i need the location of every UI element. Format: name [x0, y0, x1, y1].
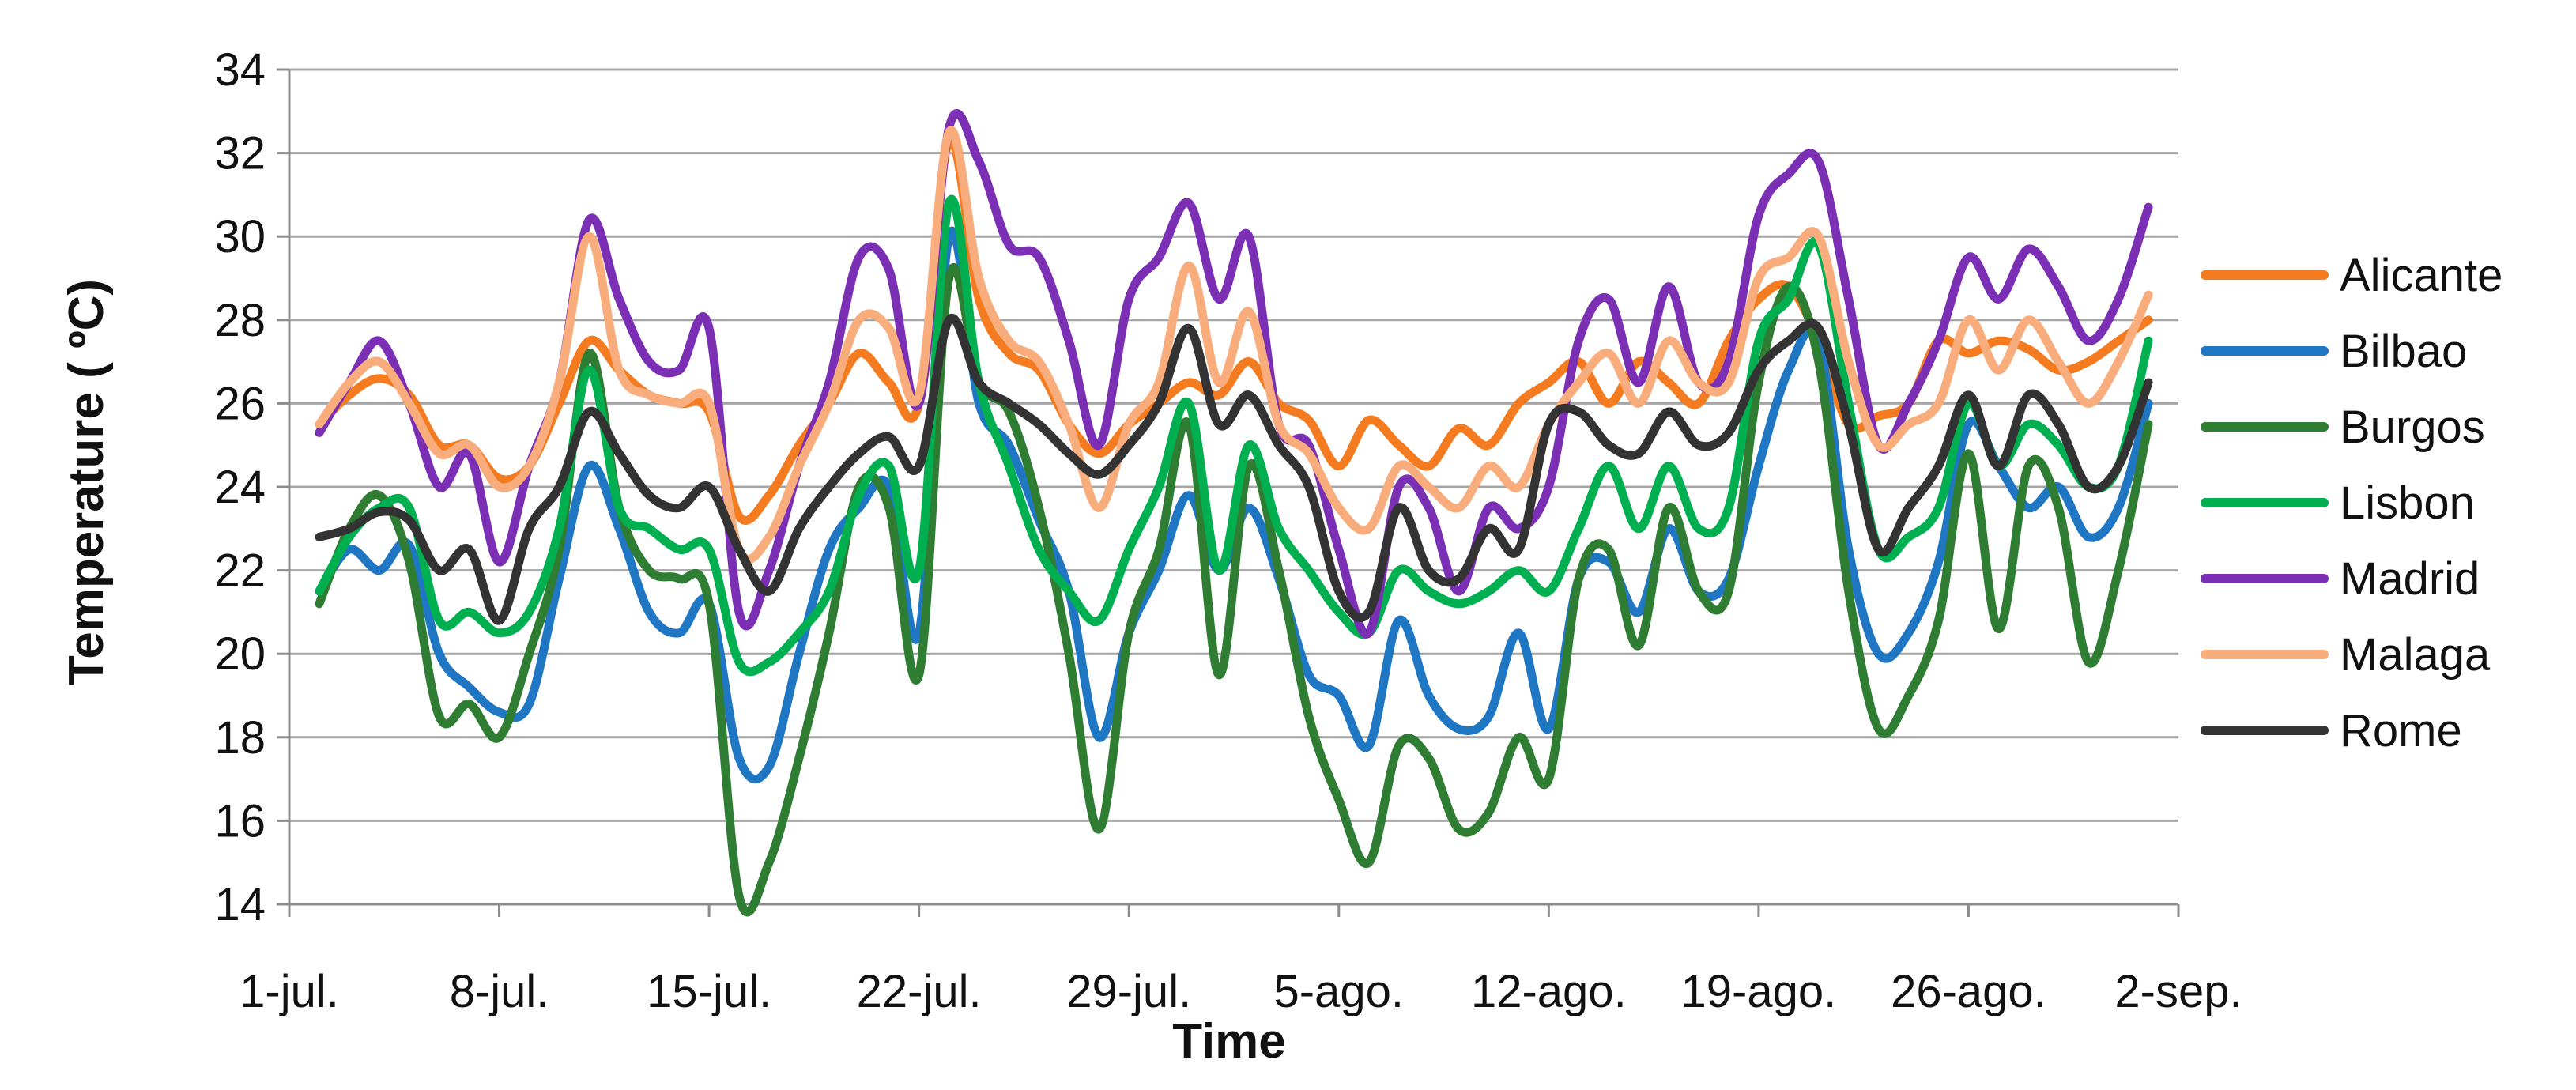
x-tick-label: 22-jul.	[857, 966, 982, 1017]
x-tick-label: 1-jul.	[239, 966, 339, 1017]
legend-label: Bilbao	[2340, 326, 2467, 377]
legend-item-lisbon: Lisbon	[2201, 477, 2475, 529]
y-tick-label: 34	[214, 44, 266, 96]
legend-item-rome: Rome	[2201, 705, 2462, 756]
x-tick-label: 12-ago.	[1471, 966, 1627, 1017]
x-tick-label: 29-jul.	[1066, 966, 1191, 1017]
legend-item-malaga: Malaga	[2201, 629, 2491, 681]
x-tick-label: 19-ago.	[1681, 966, 1837, 1017]
y-tick-label: 22	[214, 545, 266, 597]
x-tick-label: 8-jul.	[450, 966, 549, 1017]
y-axis-ticks: 14 16 18 20 22 24 26 28 30 32 34	[214, 44, 291, 930]
x-tick-label: 5-ago.	[1274, 966, 1404, 1017]
legend-label: Madrid	[2340, 553, 2480, 605]
x-axis-ticks: 1-jul. 8-jul. 15-jul. 22-jul. 29-jul. 5-ago. 1…	[239, 904, 2242, 1017]
y-tick-label: 28	[214, 295, 266, 346]
legend-label: Rome	[2340, 705, 2462, 756]
series-line-malaga	[315, 126, 2153, 564]
x-tick-label: 2-sep.	[2114, 966, 2242, 1017]
y-tick-label: 20	[214, 628, 266, 680]
series-line-lisbon	[315, 195, 2153, 677]
legend-label: Alicante	[2340, 250, 2502, 301]
x-tick-label: 26-ago.	[1891, 966, 2046, 1017]
y-tick-label: 16	[214, 795, 266, 847]
y-axis-title: Temperature ( ºC)	[59, 279, 114, 685]
legend-item-burgos: Burgos	[2201, 402, 2485, 453]
y-tick-label: 18	[214, 712, 266, 764]
legend-item-madrid: Madrid	[2201, 553, 2480, 605]
x-axis-title: Time	[1172, 1014, 1286, 1069]
x-tick-label: 15-jul.	[647, 966, 771, 1017]
series-lines	[315, 109, 2153, 917]
legend-label: Burgos	[2340, 402, 2485, 453]
y-tick-label: 32	[214, 128, 266, 179]
y-tick-label: 30	[214, 211, 266, 262]
series-line-burgos	[315, 263, 2153, 917]
legend-label: Lisbon	[2340, 477, 2475, 529]
series-line-madrid	[315, 109, 2153, 639]
legend: Alicante Bilbao Burgos Lisbon Madrid Malaga Ro…	[2201, 250, 2502, 756]
y-tick-label: 14	[214, 879, 266, 930]
legend-item-bilbao: Bilbao	[2201, 326, 2467, 377]
legend-label: Malaga	[2340, 629, 2491, 681]
legend-item-alicante: Alicante	[2201, 250, 2502, 301]
y-tick-label: 26	[214, 378, 266, 429]
y-tick-label: 24	[214, 462, 266, 513]
series-line-rome	[315, 313, 2153, 625]
